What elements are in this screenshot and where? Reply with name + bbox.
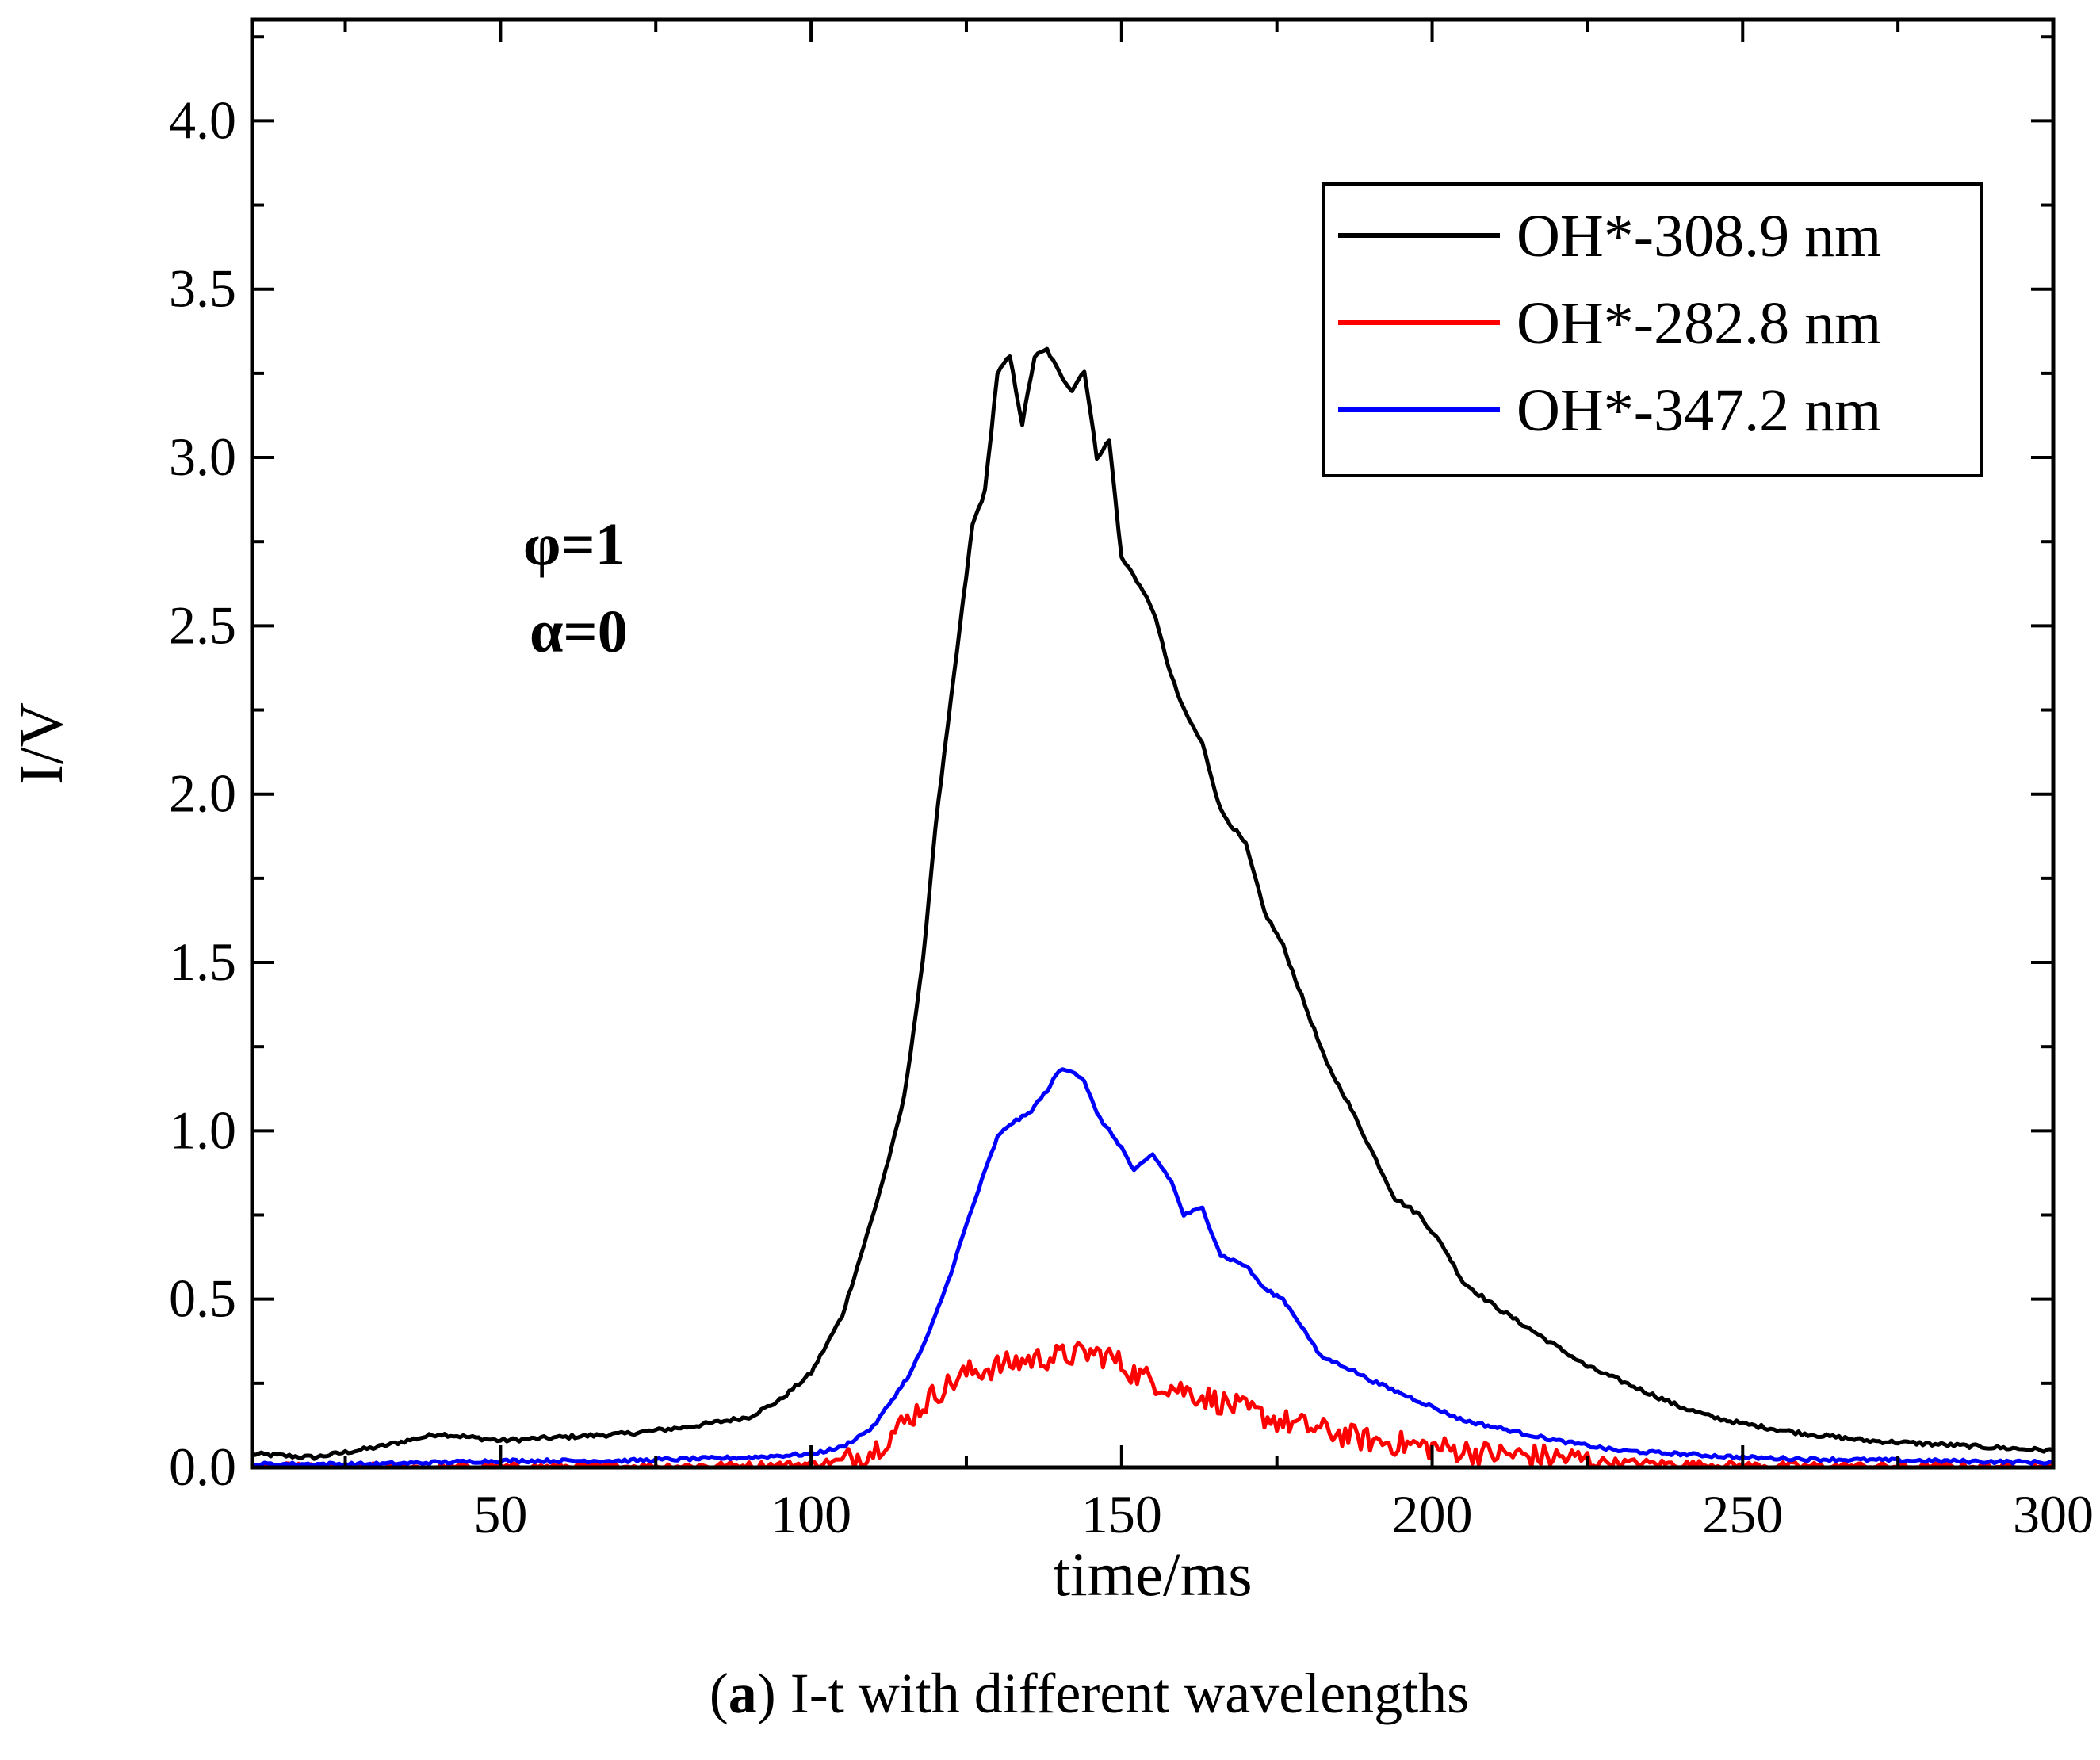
x-tick-label: 50	[473, 1484, 527, 1544]
y-tick-label: 2.0	[169, 763, 236, 824]
y-tick-label: 3.5	[169, 258, 236, 319]
legend-label-1: OH*-282.8 nm	[1517, 290, 1881, 357]
x-axis-title: time/ms	[1053, 1540, 1252, 1609]
series-line-0	[251, 346, 2055, 1461]
caption-text: ) I-t with different wavelengths	[757, 1662, 1469, 1725]
y-tick-label: 0.5	[169, 1268, 236, 1329]
series-line-2	[251, 1067, 2054, 1468]
tick-layer: 0.0 0.5 1.0 1.5 2.0 2.5 3.0 3.5 4.0 50 100 150 200 25…	[169, 20, 2094, 1544]
caption-letter: a	[729, 1662, 757, 1725]
figure-caption: (a) I-t with different wavelengths	[710, 1662, 1469, 1725]
x-tick-label: 200	[1392, 1484, 1473, 1544]
x-tick-label: 300	[2013, 1484, 2094, 1544]
legend: OH*-308.9 nm OH*-282.8 nm OH*-347.2 nm	[1322, 182, 1983, 477]
plot-frame	[250, 17, 2056, 1470]
y-tick-label: 3.0	[169, 427, 236, 487]
x-tick-label: 100	[771, 1484, 851, 1544]
legend-label-2: OH*-347.2 nm	[1517, 377, 1881, 444]
x-tick-label: 250	[1702, 1484, 1783, 1544]
y-tick-label: 2.5	[169, 595, 236, 655]
legend-label-0: OH*-308.9 nm	[1517, 203, 1881, 270]
annotation-alpha: α=0	[530, 599, 628, 665]
caption-prefix: (	[710, 1662, 729, 1725]
y-axis-title: I/V	[6, 702, 75, 785]
y-tick-label: 1.5	[169, 932, 236, 992]
annotation-phi: φ=1	[523, 511, 625, 578]
series-line-1	[251, 1341, 2054, 1470]
y-tick-label: 0.0	[169, 1437, 236, 1497]
legend-box	[1322, 182, 1983, 477]
series-layer	[251, 346, 2055, 1470]
y-tick-label: 1.0	[169, 1100, 236, 1160]
x-tick-label: 150	[1081, 1484, 1162, 1544]
y-tick-label: 4.0	[169, 90, 236, 150]
